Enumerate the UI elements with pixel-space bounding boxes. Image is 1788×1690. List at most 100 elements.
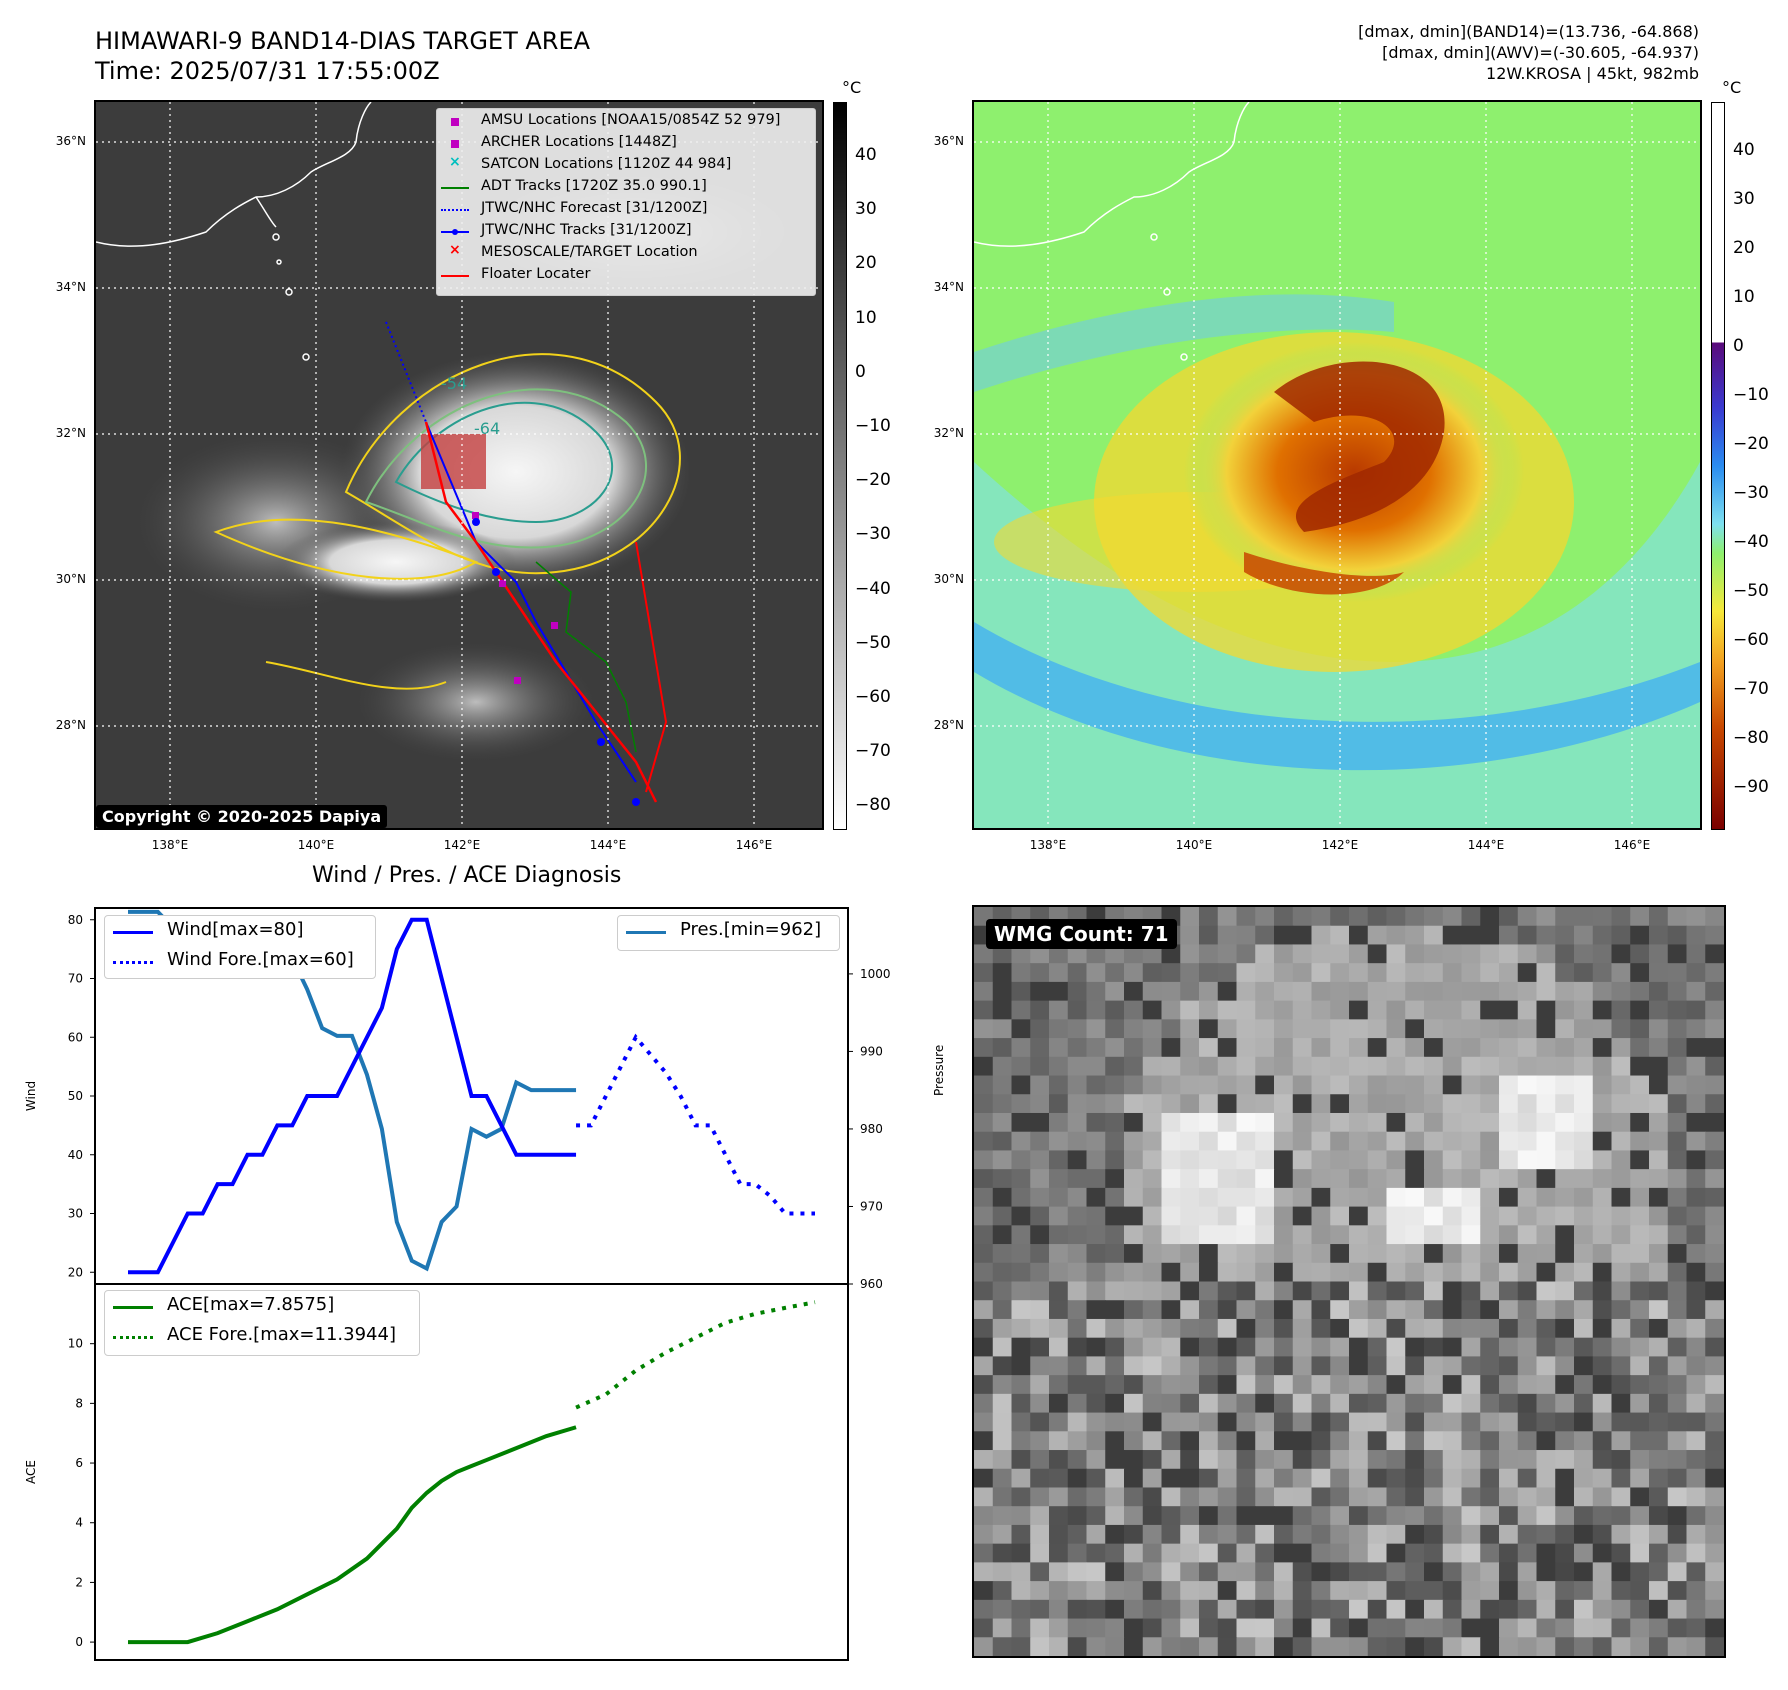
wmg-pixel bbox=[1592, 1450, 1613, 1470]
wmg-pixel bbox=[1349, 1187, 1369, 1208]
wmg-pixel bbox=[1330, 1599, 1350, 1620]
wmg-pixel bbox=[1217, 1543, 1238, 1563]
wmg-pixel bbox=[1199, 1225, 1219, 1245]
legend-wind-forecast: Wind Fore.[max=60] bbox=[167, 949, 354, 970]
wmg-pixel bbox=[1067, 1337, 1088, 1358]
wmg-pixel bbox=[1536, 1524, 1556, 1545]
wmg-pixel bbox=[1574, 1468, 1594, 1489]
wmg-pixel bbox=[1330, 1075, 1350, 1095]
wmg-pixel bbox=[1124, 1019, 1144, 1039]
wmg-pixel bbox=[1255, 963, 1275, 983]
wmg-pixel bbox=[1030, 1637, 1050, 1656]
wmg-pixel bbox=[1424, 1637, 1444, 1656]
wmg-pixel bbox=[1555, 907, 1575, 927]
wmg-pixel bbox=[1367, 1356, 1388, 1376]
wmg-pixel bbox=[1499, 1562, 1519, 1582]
wmg-pixel bbox=[1086, 1225, 1106, 1245]
wmg-pixel bbox=[1517, 1038, 1538, 1058]
wmg-pixel bbox=[974, 1300, 994, 1320]
wmg-pixel bbox=[1236, 1075, 1256, 1095]
wmg-pixel bbox=[1124, 1468, 1144, 1489]
wmg-pixel bbox=[1386, 1000, 1406, 1020]
wmg-pixel bbox=[1667, 1637, 1688, 1656]
wmg-pixel bbox=[1405, 1412, 1425, 1432]
wmg-pixel bbox=[1517, 1300, 1538, 1320]
wmg-pixel bbox=[1180, 981, 1200, 1002]
wmg-pixel bbox=[1611, 1543, 1631, 1563]
wmg-pixel bbox=[1574, 1318, 1594, 1339]
wmg-pixel bbox=[1199, 1281, 1219, 1301]
wmg-pixel bbox=[1499, 1075, 1519, 1095]
wmg-pixel bbox=[1180, 1112, 1200, 1133]
wmg-pixel bbox=[1067, 1412, 1088, 1432]
wmg-pixel bbox=[1480, 1112, 1500, 1133]
wmg-pixel bbox=[1105, 963, 1125, 983]
wmg-pixel bbox=[1367, 1431, 1388, 1451]
wmg-pixel bbox=[1142, 1262, 1163, 1283]
wmg-pixel bbox=[1255, 907, 1275, 927]
wmg-pixel bbox=[1461, 1393, 1481, 1414]
colorbar-unit: °C bbox=[842, 78, 862, 97]
wmg-pixel bbox=[1236, 1150, 1256, 1170]
wmg-pixel bbox=[1217, 1206, 1238, 1226]
wmg-pixel bbox=[1086, 1431, 1106, 1451]
wmg-pixel bbox=[1386, 1056, 1406, 1077]
wmg-pixel bbox=[1386, 1318, 1406, 1339]
wmg-pixel bbox=[1517, 1019, 1538, 1039]
wmg-pixel bbox=[1574, 981, 1594, 1002]
wmg-pixel bbox=[974, 1094, 994, 1114]
wmg-pixel bbox=[1705, 1075, 1724, 1095]
wmg-pixel bbox=[1405, 1244, 1425, 1264]
wmg-pixel bbox=[1705, 981, 1724, 1002]
wmg-pixel bbox=[1592, 1637, 1613, 1656]
wmg-pixel bbox=[1274, 1244, 1294, 1264]
wmg-pixel bbox=[1386, 1356, 1406, 1376]
wmg-pixel bbox=[1142, 1244, 1163, 1264]
wmg-pixel bbox=[1142, 1618, 1163, 1638]
wmg-pixel bbox=[1105, 1206, 1125, 1226]
wmg-pixel bbox=[1480, 1000, 1500, 1020]
wmg-pixel bbox=[974, 1038, 994, 1058]
wmg-pixel bbox=[1274, 1356, 1294, 1376]
wmg-pixel bbox=[1686, 1337, 1706, 1358]
wmg-pixel bbox=[1405, 1056, 1425, 1077]
wmg-pixel bbox=[1499, 1094, 1519, 1114]
wmg-pixel bbox=[1667, 1468, 1688, 1489]
wmg-pixel bbox=[1142, 1075, 1163, 1095]
wmg-pixel bbox=[1630, 1618, 1650, 1638]
wmg-pixel bbox=[1049, 1094, 1069, 1114]
wmg-pixel bbox=[1292, 1562, 1313, 1582]
wmg-pixel bbox=[1086, 1543, 1106, 1563]
colorbar-awv-tick: 0 bbox=[1733, 336, 1744, 356]
dry-band bbox=[974, 294, 1394, 392]
wmg-pixel bbox=[1442, 1244, 1463, 1264]
wmg-pixel bbox=[1255, 925, 1275, 946]
colorbar-gray-tick: 0 bbox=[855, 361, 866, 382]
wmg-pixel bbox=[1124, 1262, 1144, 1283]
wmg-pixel bbox=[1067, 1506, 1088, 1526]
wmg-pixel bbox=[1236, 1337, 1256, 1358]
wmg-pixel bbox=[1517, 1412, 1538, 1432]
wmg-pixel bbox=[1649, 1225, 1669, 1245]
wmg-pixel bbox=[1667, 1150, 1688, 1170]
wmg-pixel bbox=[1405, 1637, 1425, 1656]
wmg-pixel bbox=[1142, 1562, 1163, 1582]
wmg-pixel bbox=[1442, 1169, 1463, 1189]
wmg-pixel bbox=[1480, 1187, 1500, 1208]
wmg-pixel bbox=[1649, 1431, 1669, 1451]
wmg-pixel bbox=[1705, 1468, 1724, 1489]
x-marker-icon: × bbox=[449, 154, 461, 170]
wmg-pixel bbox=[1592, 1206, 1613, 1226]
wmg-pixel bbox=[1424, 1131, 1444, 1152]
wmg-pixel bbox=[1199, 1019, 1219, 1039]
wmg-pixel bbox=[1217, 1150, 1238, 1170]
lon-label: 144°E bbox=[1467, 838, 1505, 852]
wmg-pixel bbox=[1161, 1318, 1181, 1339]
wmg-pixel bbox=[1142, 1375, 1163, 1395]
wmg-pixel bbox=[1255, 1206, 1275, 1226]
wmg-pixel bbox=[1217, 1244, 1238, 1264]
wmg-pixel bbox=[992, 1487, 1013, 1507]
wmg-pixel bbox=[1536, 1318, 1556, 1339]
wmg-pixel bbox=[1499, 963, 1519, 983]
colorbar-gray-tick: −20 bbox=[855, 470, 891, 491]
